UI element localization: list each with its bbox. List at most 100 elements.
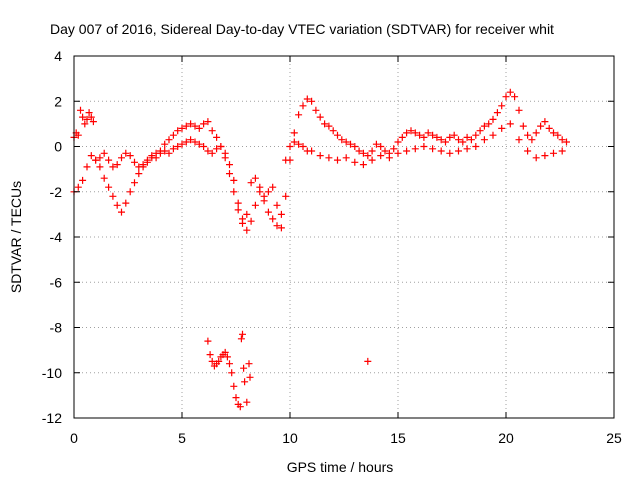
data-point xyxy=(286,143,294,150)
data-point xyxy=(273,222,281,230)
data-point xyxy=(489,131,497,139)
data-point xyxy=(424,129,432,137)
data-point xyxy=(182,138,190,146)
y-tick-label: 4 xyxy=(54,48,62,64)
data-point xyxy=(290,129,298,137)
data-point xyxy=(433,133,441,141)
data-point xyxy=(403,129,411,137)
data-point xyxy=(351,158,359,166)
data-point xyxy=(493,109,501,117)
data-point xyxy=(558,147,566,155)
data-point xyxy=(223,353,231,361)
data-point xyxy=(364,357,372,365)
data-point xyxy=(74,131,82,139)
data-point xyxy=(243,210,251,218)
data-point xyxy=(459,138,467,146)
data-point xyxy=(545,124,553,132)
grid xyxy=(74,56,614,418)
data-point xyxy=(100,174,108,182)
data-point xyxy=(316,113,324,121)
x-tick-label: 25 xyxy=(606,430,622,446)
y-tick-label: -10 xyxy=(42,365,62,381)
data-point xyxy=(165,149,173,157)
data-point xyxy=(109,192,117,200)
data-point xyxy=(169,145,177,153)
data-point xyxy=(81,120,89,128)
data-point xyxy=(200,120,208,128)
x-tick-label: 15 xyxy=(390,430,406,446)
data-point xyxy=(105,156,113,164)
data-point xyxy=(234,206,242,214)
data-point xyxy=(230,382,238,390)
data-point xyxy=(143,156,151,164)
data-point xyxy=(87,152,95,160)
data-point xyxy=(398,133,406,141)
data-point xyxy=(455,136,462,144)
data-point xyxy=(148,152,156,160)
data-point xyxy=(442,138,449,146)
data-point xyxy=(467,136,475,144)
data-point xyxy=(316,152,324,160)
data-point xyxy=(240,364,248,372)
data-point xyxy=(113,201,121,209)
data-point xyxy=(195,124,203,132)
data-point xyxy=(377,143,385,150)
data-point xyxy=(506,120,514,128)
data-point xyxy=(83,115,91,123)
data-point xyxy=(437,136,445,144)
data-point xyxy=(368,156,376,164)
data-point xyxy=(178,140,186,148)
y-tick-labels: -12 -10 -8 -6 -4 -2 0 2 4 xyxy=(42,48,62,426)
data-point xyxy=(334,131,341,139)
data-point xyxy=(359,149,367,157)
data-point xyxy=(126,188,134,196)
data-point xyxy=(79,176,87,184)
data-point xyxy=(221,149,229,157)
data-point xyxy=(152,154,160,162)
data-point xyxy=(204,337,212,345)
data-point xyxy=(554,131,562,139)
data-point xyxy=(368,147,376,155)
data-point xyxy=(256,183,264,191)
data-point xyxy=(260,192,268,200)
data-point xyxy=(92,156,100,164)
data-point xyxy=(295,111,303,119)
data-point xyxy=(277,224,285,232)
y-tick-label: -12 xyxy=(42,410,62,426)
data-point xyxy=(351,143,359,150)
data-point xyxy=(312,106,320,114)
data-point xyxy=(243,398,251,406)
y-tick-label: 0 xyxy=(54,139,62,155)
data-point xyxy=(416,131,424,139)
data-point xyxy=(420,143,428,150)
data-point xyxy=(228,369,236,377)
data-point xyxy=(118,154,125,162)
data-point xyxy=(480,122,488,130)
data-point xyxy=(187,136,195,144)
data-point xyxy=(537,122,545,130)
data-point xyxy=(308,97,316,105)
data-point xyxy=(485,120,493,128)
data-point xyxy=(174,143,182,150)
data-point xyxy=(506,88,514,96)
data-point xyxy=(359,161,367,169)
data-point xyxy=(118,208,125,216)
data-point xyxy=(251,201,259,209)
data-point xyxy=(226,161,233,169)
data-point xyxy=(226,360,233,368)
data-point xyxy=(131,158,138,166)
data-point xyxy=(282,156,290,164)
data-point xyxy=(381,147,389,155)
y-tick-label: -4 xyxy=(50,229,63,245)
data-point xyxy=(122,149,130,157)
data-point xyxy=(236,403,244,411)
data-point xyxy=(264,188,272,196)
data-point xyxy=(89,118,97,126)
data-point xyxy=(303,95,311,103)
data-point xyxy=(329,127,337,135)
data-point xyxy=(232,394,240,402)
data-point xyxy=(277,210,285,218)
y-tick-label: -2 xyxy=(50,184,63,200)
data-point xyxy=(208,127,216,135)
data-point xyxy=(208,149,216,157)
